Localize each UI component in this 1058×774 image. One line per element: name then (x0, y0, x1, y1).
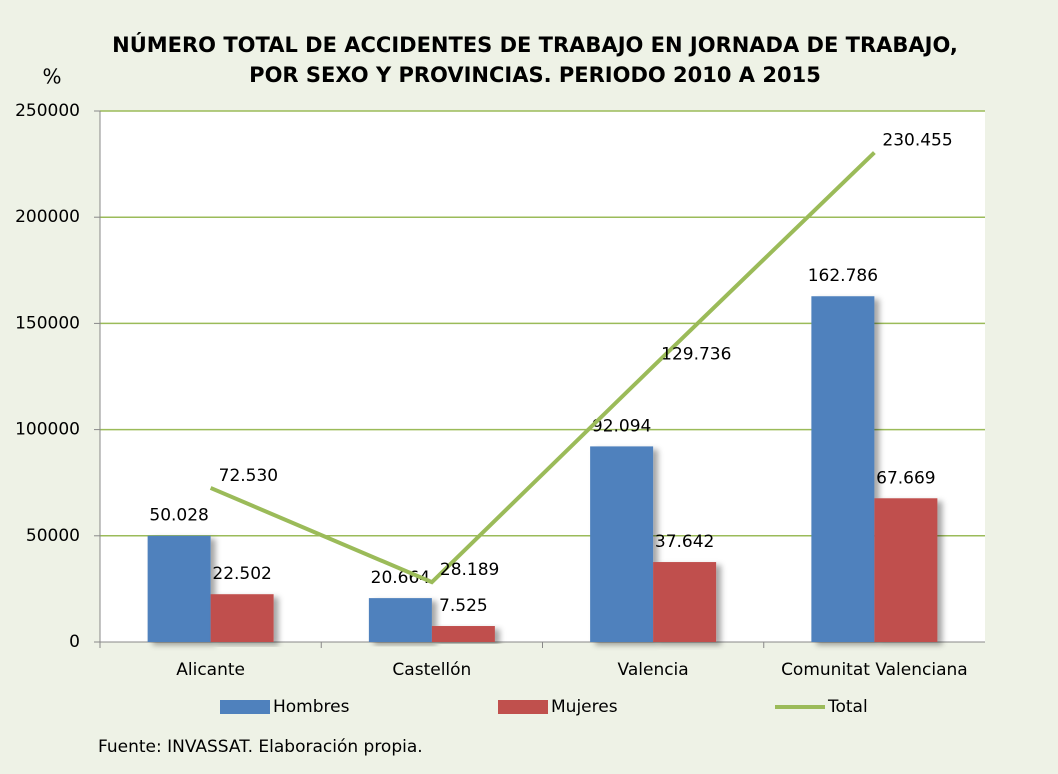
bar (368, 598, 432, 642)
data-label: 72.530 (219, 466, 278, 486)
y-tick-label: 250000 (15, 101, 80, 121)
y-tick-label: 200000 (15, 207, 80, 227)
y-tick-label: 150000 (15, 313, 80, 333)
y-tick-label: 100000 (15, 420, 80, 440)
data-label: 50.028 (149, 506, 208, 526)
x-tick-label: Castellón (392, 660, 471, 680)
source-note: Fuente: INVASSAT. Elaboración propia. (98, 737, 423, 757)
legend-label: Hombres (273, 697, 350, 717)
line (209, 151, 876, 585)
data-label: 7.525 (439, 596, 488, 616)
data-label: 67.669 (876, 468, 935, 488)
bar (147, 535, 211, 642)
bar (210, 594, 274, 642)
data-label: 162.786 (808, 266, 878, 286)
data-label: 22.502 (212, 564, 271, 584)
legend-label: Mujeres (551, 697, 618, 717)
chart-title: NÚMERO TOTAL DE ACCIDENTES DE TRABAJO EN… (112, 32, 958, 57)
bar (874, 498, 938, 642)
y-tick-label: 50000 (26, 526, 80, 546)
y-axis-label: % (42, 65, 61, 89)
data-label: 37.642 (655, 532, 714, 552)
data-label: 230.455 (882, 131, 952, 151)
data-label: 129.736 (661, 344, 731, 364)
chart-title: POR SEXO Y PROVINCIAS. PERIODO 2010 A 20… (249, 63, 821, 87)
legend-swatch (498, 700, 548, 714)
legend-swatch (220, 700, 270, 714)
bar (811, 296, 875, 642)
data-label: 28.189 (440, 560, 499, 580)
bar (653, 562, 717, 642)
x-tick-label: Comunitat Valenciana (781, 660, 968, 680)
y-tick-label: 0 (69, 632, 80, 652)
data-label: 92.094 (592, 416, 651, 436)
x-tick-label: Valencia (618, 660, 689, 680)
bar (431, 626, 495, 642)
x-tick-label: Alicante (176, 660, 245, 680)
bar (590, 446, 654, 642)
legend-label: Total (827, 697, 868, 717)
